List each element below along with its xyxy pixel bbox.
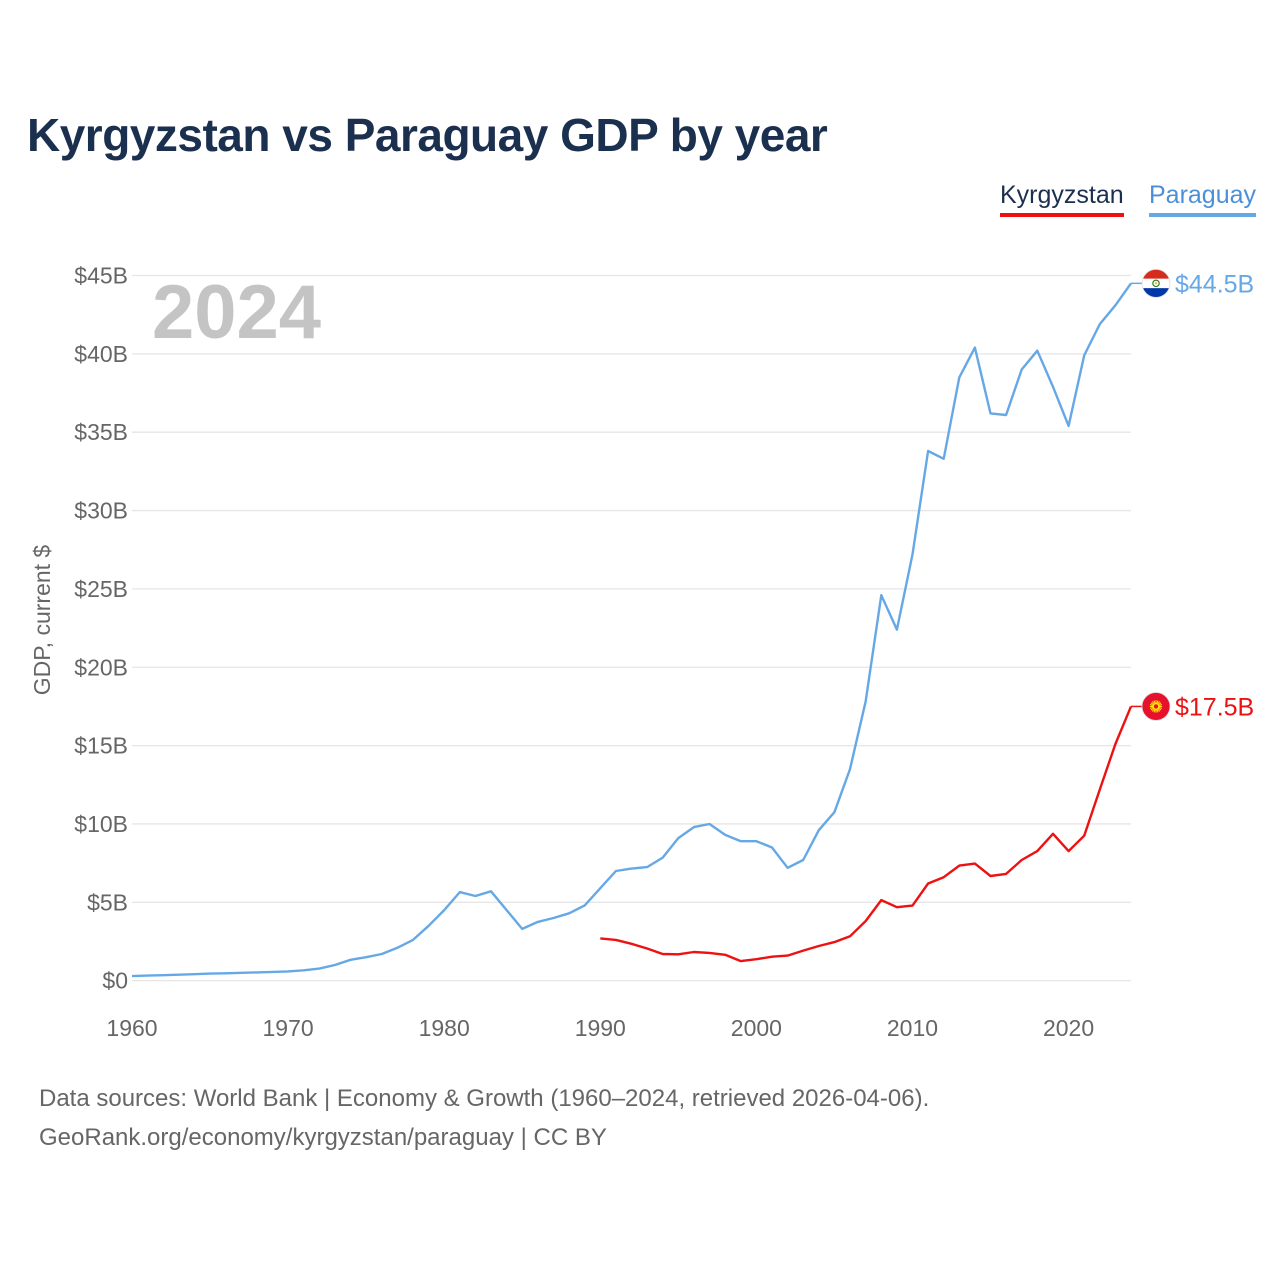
x-tick-label: 1990 xyxy=(575,1015,626,1041)
y-tick-label: $40B xyxy=(74,341,128,367)
x-tick-label: 2000 xyxy=(731,1015,782,1041)
y-tick-label: $5B xyxy=(87,889,128,915)
y-tick-label: $30B xyxy=(74,498,128,524)
series-line-paraguay xyxy=(131,282,1132,978)
data-source-note: Data sources: World Bank | Economy & Gro… xyxy=(39,1085,930,1112)
x-tick-label: 1970 xyxy=(263,1015,314,1041)
y-tick-label: $25B xyxy=(74,576,128,602)
chart-title: Kyrgyzstan vs Paraguay GDP by year xyxy=(27,109,828,161)
year-watermark: 2024 xyxy=(152,270,321,355)
source-url[interactable]: GeoRank.org/economy/kyrgyzstan/paraguay … xyxy=(39,1124,607,1151)
x-tick-label: 1980 xyxy=(419,1015,470,1041)
series-layer xyxy=(131,282,1133,978)
y-tick-label: $45B xyxy=(74,263,128,289)
line-chart: $0 $5B $10B $15B $20B $25B $30B $35B $40B $45B 196… xyxy=(29,263,1254,1041)
x-tick-label: 1960 xyxy=(106,1015,157,1041)
series-line-kyrgyzstan xyxy=(600,705,1133,963)
grid-layer: $0 $5B $10B $15B $20B $25B $30B $35B $40B $45B 196… xyxy=(74,263,1131,1041)
x-tick-label: 2010 xyxy=(887,1015,938,1041)
y-axis-label: GDP, current $ xyxy=(29,545,55,696)
paraguay-flag-icon xyxy=(1141,268,1171,298)
y-tick-label: $35B xyxy=(74,419,128,445)
legend-paraguay[interactable]: Paraguay xyxy=(1149,181,1257,217)
endpoint-layer: $44.5B $17.5B xyxy=(1131,268,1254,721)
y-tick-label: $0 xyxy=(102,968,128,994)
y-tick-label: $10B xyxy=(74,811,128,837)
x-tick-label: 2020 xyxy=(1043,1015,1094,1041)
y-tick-label: $20B xyxy=(74,654,128,680)
legend-kyrgyzstan[interactable]: Kyrgyzstan xyxy=(1000,181,1124,217)
y-tick-label: $15B xyxy=(74,733,128,759)
end-value-label-paraguay: $44.5B xyxy=(1175,270,1254,298)
kyrgyzstan-flag-icon xyxy=(1141,692,1171,721)
end-value-label-kyrgyzstan: $17.5B xyxy=(1175,693,1254,721)
